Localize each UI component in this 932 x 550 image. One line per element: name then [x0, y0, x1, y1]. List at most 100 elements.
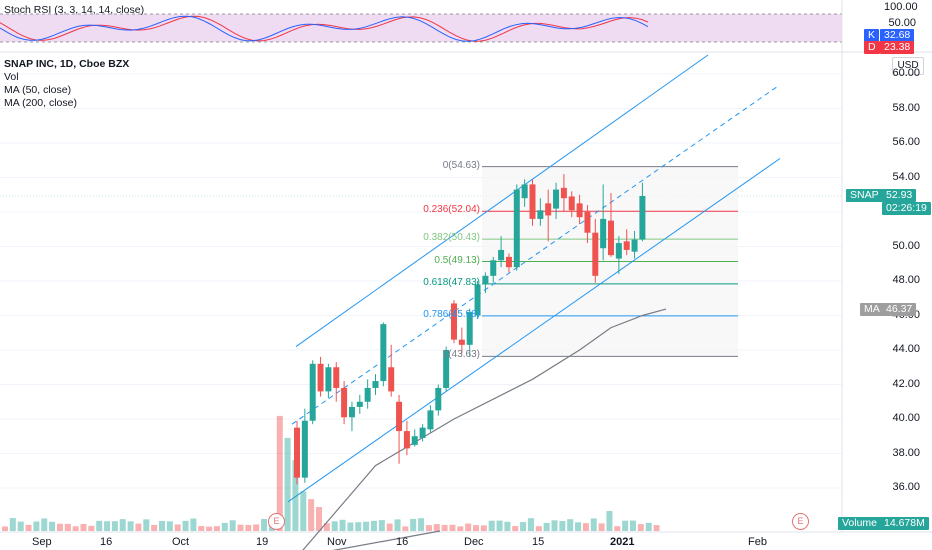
volume-bar: [111, 521, 118, 531]
volume-bar: [590, 518, 597, 531]
volume-bar: [159, 520, 165, 531]
volume-bar: [473, 525, 479, 531]
volume-bar: [229, 520, 236, 531]
currency-selector[interactable]: USD: [892, 57, 924, 75]
volume-bars: [2, 415, 660, 531]
stoch-title: Stoch RSI (3, 3, 14, 14, close): [4, 4, 145, 16]
volume-bar: [355, 522, 362, 531]
volume-bar: [394, 519, 401, 531]
volume-bar: [96, 520, 103, 531]
volume-bar: [166, 521, 173, 531]
volume-bar: [559, 520, 566, 531]
volume-bar: [9, 518, 16, 531]
earnings-event-icon[interactable]: E: [792, 513, 809, 530]
date-tick-label: 16: [100, 536, 113, 548]
parallel-channel: [287, 54, 781, 503]
volume-bar: [308, 499, 315, 531]
volume-bar: [206, 526, 213, 531]
volume-bar: [25, 524, 32, 531]
stoch-level-100: 100.00: [884, 1, 918, 13]
symbol-title[interactable]: SNAP INC, 1D, Cboe BZX: [4, 58, 130, 70]
volume-bar: [253, 524, 260, 531]
volume-bar: [41, 518, 48, 531]
price-tick-label: 42.00: [892, 377, 920, 390]
grid: [0, 0, 932, 533]
candle-body: [443, 350, 450, 388]
candle-body: [325, 367, 332, 392]
volume-bar: [347, 522, 354, 531]
ma200-line: [302, 308, 667, 550]
volume-bar: [2, 526, 8, 531]
volume-bar: [567, 519, 574, 531]
date-tick-label: Oct: [172, 536, 190, 548]
candle-body: [498, 249, 505, 261]
volume-bar: [637, 524, 644, 531]
stoch-d-label: D: [868, 41, 876, 53]
stoch-k-value: 32.68: [880, 29, 915, 42]
main-legend[interactable]: SNAP INC, 1D, Cboe BZX Vol MA (50, close…: [4, 58, 129, 110]
price-tick-label: 50.00: [892, 239, 920, 252]
volume-bar: [598, 523, 605, 531]
candle-body: [584, 212, 591, 233]
candle-body: [341, 387, 348, 418]
volume-bar: [49, 521, 56, 531]
volume-bar: [190, 518, 197, 531]
volume-bar: [543, 522, 550, 531]
candle-body: [576, 203, 583, 218]
volume-bar: [119, 519, 126, 531]
candle-body: [435, 387, 442, 411]
stoch-legend[interactable]: Stoch RSI (3, 3, 14, 14, close): [4, 4, 144, 17]
volume-bar: [370, 520, 377, 531]
volume-bar: [465, 523, 472, 531]
volume-bar: [441, 524, 448, 531]
volume-bar: [198, 526, 205, 531]
date-tick-label: Nov: [327, 536, 347, 548]
fib-level-label: 0.5(49.13): [434, 254, 480, 266]
channel-upper-line: [295, 54, 709, 347]
volume-bar: [143, 519, 150, 531]
volume-bar: [496, 520, 503, 531]
fib-level-label: 0.382(50.43): [423, 232, 480, 244]
price-tick-label: 36.00: [892, 481, 920, 493]
volume-value-badge: 14.678M: [880, 517, 929, 530]
earnings-event-icon[interactable]: E: [268, 513, 285, 530]
ma200-legend[interactable]: MA (200, close): [4, 97, 77, 109]
volume-bar: [72, 526, 79, 531]
volume-bar: [630, 520, 636, 531]
volume-badge: Volume: [838, 517, 882, 530]
date-tick-label: 16: [396, 536, 409, 548]
candle-body: [623, 241, 630, 250]
candle-body: [427, 410, 434, 430]
candle-body: [505, 256, 512, 268]
date-tick-label: Feb: [748, 536, 767, 548]
volume-bar: [127, 521, 134, 531]
price-tick-label: 48.00: [892, 274, 920, 286]
candle-body: [380, 324, 387, 382]
candle-body: [348, 406, 355, 418]
vol-legend[interactable]: Vol: [4, 71, 19, 83]
candle-body: [411, 436, 418, 445]
volume-bar: [504, 521, 511, 531]
ma-badge: MA: [860, 303, 884, 316]
fib-level-label: 0.786(45.98): [423, 308, 480, 320]
price-tick-label: 44.00: [892, 343, 920, 355]
stoch-d-value: 23.38: [880, 41, 915, 54]
stoch-k-line: [0, 15, 649, 42]
candle-body: [451, 303, 457, 340]
volume-bar: [582, 523, 589, 531]
volume-bar: [323, 523, 330, 531]
date-tick-label: 2021: [610, 536, 635, 548]
volume-bar: [17, 521, 24, 531]
volume-bar: [221, 522, 228, 531]
candle-body: [600, 218, 607, 249]
price-tick-label: 38.00: [892, 446, 920, 459]
candle-body: [403, 431, 410, 449]
candle-body: [631, 239, 638, 252]
volume-bar: [480, 525, 487, 531]
volume-bar: [614, 526, 621, 531]
candle-body: [388, 367, 395, 392]
volume-bar: [402, 526, 409, 531]
ma50-legend[interactable]: MA (50, close): [4, 84, 72, 96]
